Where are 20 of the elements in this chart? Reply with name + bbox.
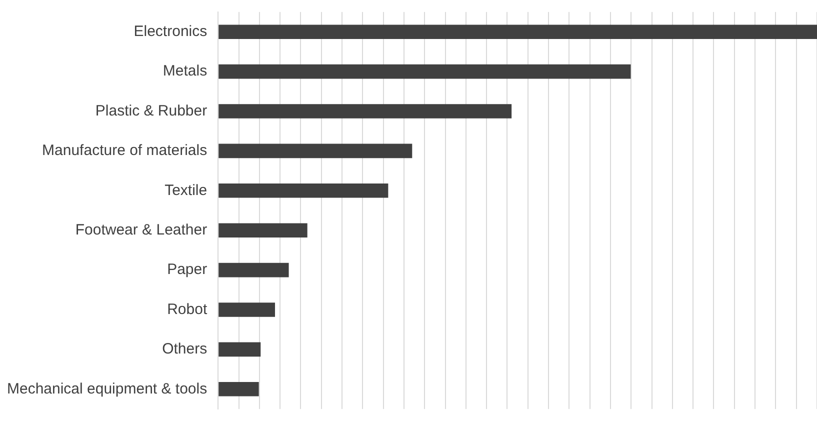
bar <box>218 382 259 396</box>
y-tick-label: Footwear & Leather <box>75 221 208 238</box>
bar <box>218 24 817 39</box>
bar <box>218 64 631 79</box>
bar <box>218 302 276 317</box>
y-tick-label: Others <box>162 340 208 358</box>
y-tick-label: Electronics <box>134 22 208 40</box>
y-tick-label: Manufacture of materials <box>42 142 208 160</box>
y-tick-label: Mechanical equipment & tools <box>6 380 208 398</box>
y-tick-label: Robot <box>167 300 208 318</box>
y-tick-label: Paper <box>167 261 208 278</box>
y-tick-label: Plastic & Rubber <box>95 102 208 120</box>
bar <box>218 144 412 158</box>
bar <box>218 342 261 357</box>
bar <box>218 223 308 238</box>
bar <box>218 184 388 198</box>
bar <box>218 104 512 118</box>
bar <box>218 262 289 278</box>
y-tick-label: Textile <box>164 182 208 199</box>
y-tick-label: Metals <box>162 62 208 80</box>
